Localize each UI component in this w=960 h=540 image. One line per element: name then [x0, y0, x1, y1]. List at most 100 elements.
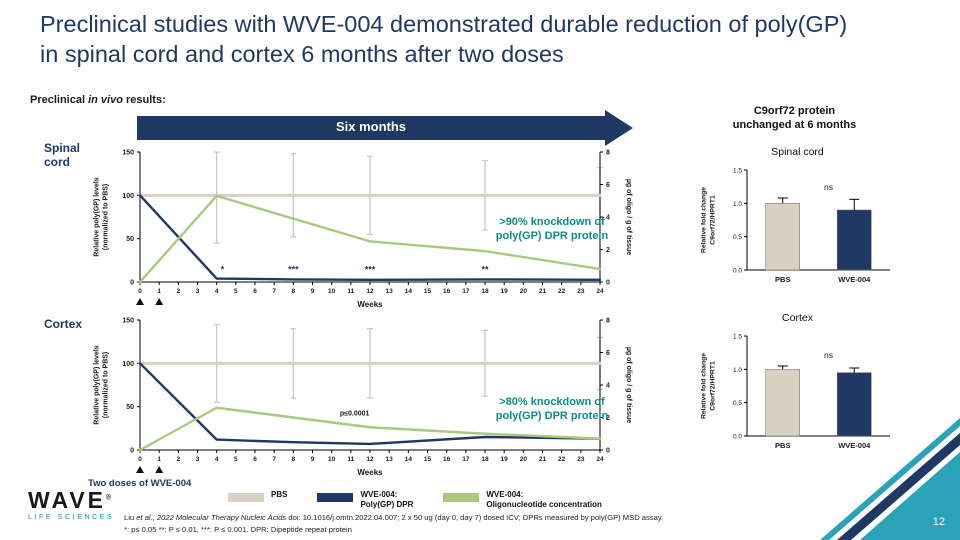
svg-text:16: 16 [443, 288, 451, 295]
preclinical-results-label: Preclinical in vivo results: [30, 94, 166, 106]
svg-text:4: 4 [606, 215, 610, 222]
svg-text:3: 3 [196, 456, 200, 463]
svg-text:12: 12 [366, 288, 374, 295]
cortex-knockdown-note: >80% knockdown of poly(GP) DPR protein [495, 396, 609, 422]
svg-text:8: 8 [292, 288, 296, 295]
legend-label-oligo: WVE-004: Oligonucleotide concentration [486, 490, 602, 509]
cortex-line-chart: 0 1 2 3 4 5 6 7 8 9 10 11 12 13 14 15 16 17 18 19 20 21 22 23 24… [86, 310, 644, 497]
svg-text:4: 4 [215, 288, 219, 295]
svg-text:µg of oligo / g of tissue: µg of oligo / g of tissue [625, 179, 632, 255]
svg-text:µg of oligo / g of tissue: µg of oligo / g of tissue [625, 347, 632, 423]
svg-text:2: 2 [177, 456, 181, 463]
six-months-arrow [137, 116, 605, 140]
svg-text:8: 8 [606, 318, 610, 325]
svg-text:6: 6 [253, 456, 257, 463]
svg-text:15: 15 [424, 288, 432, 295]
results-label-italic: in vivo [88, 94, 123, 106]
legend-item-polygp: WVE-004: Poly(GP) DPR [317, 490, 413, 510]
svg-text:5: 5 [234, 288, 238, 295]
svg-text:11: 11 [347, 288, 354, 295]
c9orf72-heading: C9orf72 protein unchanged at 6 months [732, 105, 857, 132]
svg-text:100: 100 [122, 193, 134, 200]
svg-text:ns: ns [824, 182, 833, 192]
svg-text:8: 8 [606, 150, 610, 157]
svg-text:0.0: 0.0 [733, 434, 742, 441]
svg-text:**: ** [481, 264, 489, 274]
wave-logo: WAVE® LIFE SCIENCES [28, 489, 115, 522]
svg-text:1.0: 1.0 [733, 367, 742, 374]
cortex-row-label: Cortex [44, 317, 83, 331]
svg-text:2: 2 [606, 415, 610, 422]
svg-text:7: 7 [272, 456, 276, 463]
svg-text:22: 22 [558, 456, 566, 463]
svg-text:Relative poly(GP) levels(norma: Relative poly(GP) levels (normalized to P… [94, 345, 110, 424]
svg-text:0: 0 [130, 280, 134, 287]
svg-text:0: 0 [606, 280, 610, 287]
svg-text:1: 1 [157, 456, 161, 463]
page-title: Preclinical studies with WVE-004 demonst… [40, 11, 848, 67]
svg-text:*: * [221, 264, 225, 274]
svg-text:PBS: PBS [775, 275, 790, 284]
citation-journal: et al., 2022 Molecular Therapy Nucleic A… [136, 513, 287, 522]
svg-text:19: 19 [501, 456, 509, 463]
svg-text:0.0: 0.0 [733, 268, 742, 275]
svg-text:24: 24 [596, 288, 604, 295]
svg-text:21: 21 [539, 456, 547, 463]
polygp-swatch [317, 493, 354, 502]
svg-text:15: 15 [424, 456, 432, 463]
svg-text:10: 10 [328, 288, 336, 295]
svg-text:6: 6 [606, 182, 610, 189]
oligo-swatch [443, 493, 480, 502]
svg-text:22: 22 [558, 288, 566, 295]
wave-logo-tagline: LIFE SCIENCES [28, 514, 115, 521]
svg-text:PBS: PBS [775, 441, 790, 450]
svg-text:6: 6 [253, 288, 257, 295]
svg-text:1: 1 [157, 288, 161, 295]
wave-logo-brand: WAVE® [28, 489, 114, 512]
svg-text:24: 24 [596, 456, 604, 463]
svg-text:10: 10 [328, 456, 336, 463]
svg-text:50: 50 [126, 404, 134, 411]
svg-text:3: 3 [196, 288, 200, 295]
svg-text:0: 0 [606, 448, 610, 455]
svg-text:7: 7 [272, 288, 276, 295]
svg-text:1.0: 1.0 [733, 201, 742, 208]
svg-text:21: 21 [539, 288, 547, 295]
page-number: 12 [932, 516, 945, 528]
svg-text:13: 13 [386, 456, 394, 463]
spinal-cord-row-label: Spinal cord [44, 141, 81, 169]
svg-text:2: 2 [606, 247, 610, 254]
svg-text:100: 100 [122, 361, 134, 368]
legend-item-oligo: WVE-004: Oligonucleotide concentration [443, 490, 602, 510]
citation-line1: Liu et al., 2022 Molecular Therapy Nucle… [124, 512, 663, 524]
svg-text:***: *** [288, 264, 299, 274]
svg-text:150: 150 [122, 150, 134, 157]
svg-text:19: 19 [501, 288, 509, 295]
wave-logo-text: WAVE [28, 487, 107, 513]
svg-text:Relative poly(GP) levels(norma: Relative poly(GP) levels (normalized to P… [94, 177, 110, 256]
citation-line2: *: p≤ 0.05 **: P ≤ 0.01, ***: P ≤ 0.001.… [124, 524, 352, 534]
svg-text:20: 20 [520, 288, 528, 295]
legend-item-pbs: PBS [228, 490, 287, 502]
svg-text:ns: ns [824, 350, 833, 360]
legend: PBS WVE-004: Poly(GP) DPR WVE-004: Oligo… [228, 490, 602, 510]
legend-label-pbs: PBS [271, 490, 288, 499]
svg-text:Weeks: Weeks [357, 468, 383, 477]
svg-text:0: 0 [138, 456, 142, 463]
registered-mark: ® [106, 494, 115, 502]
svg-text:***: *** [365, 264, 376, 274]
svg-text:4: 4 [215, 456, 219, 463]
citation-rest: doi: 10.1016/j.omtn.2022.04.007; 2 x 50 … [286, 513, 664, 522]
legend-label-polygp: WVE-004: Poly(GP) DPR [360, 490, 414, 509]
svg-text:p≤0.0001: p≤0.0001 [340, 410, 370, 417]
svg-text:13: 13 [386, 288, 394, 295]
svg-text:WVE-004: WVE-004 [838, 275, 871, 284]
svg-text:4: 4 [606, 383, 610, 390]
svg-text:0: 0 [138, 288, 142, 295]
svg-text:11: 11 [347, 456, 354, 463]
svg-text:6: 6 [606, 350, 610, 357]
svg-text:2: 2 [177, 288, 181, 295]
six-months-arrow-head-icon [605, 110, 633, 146]
spinal-cord-line-chart: 0 1 2 3 4 5 6 7 8 9 10 11 12 13 14 15 16 17 18 19 20 21 22 23 24… [86, 142, 644, 329]
